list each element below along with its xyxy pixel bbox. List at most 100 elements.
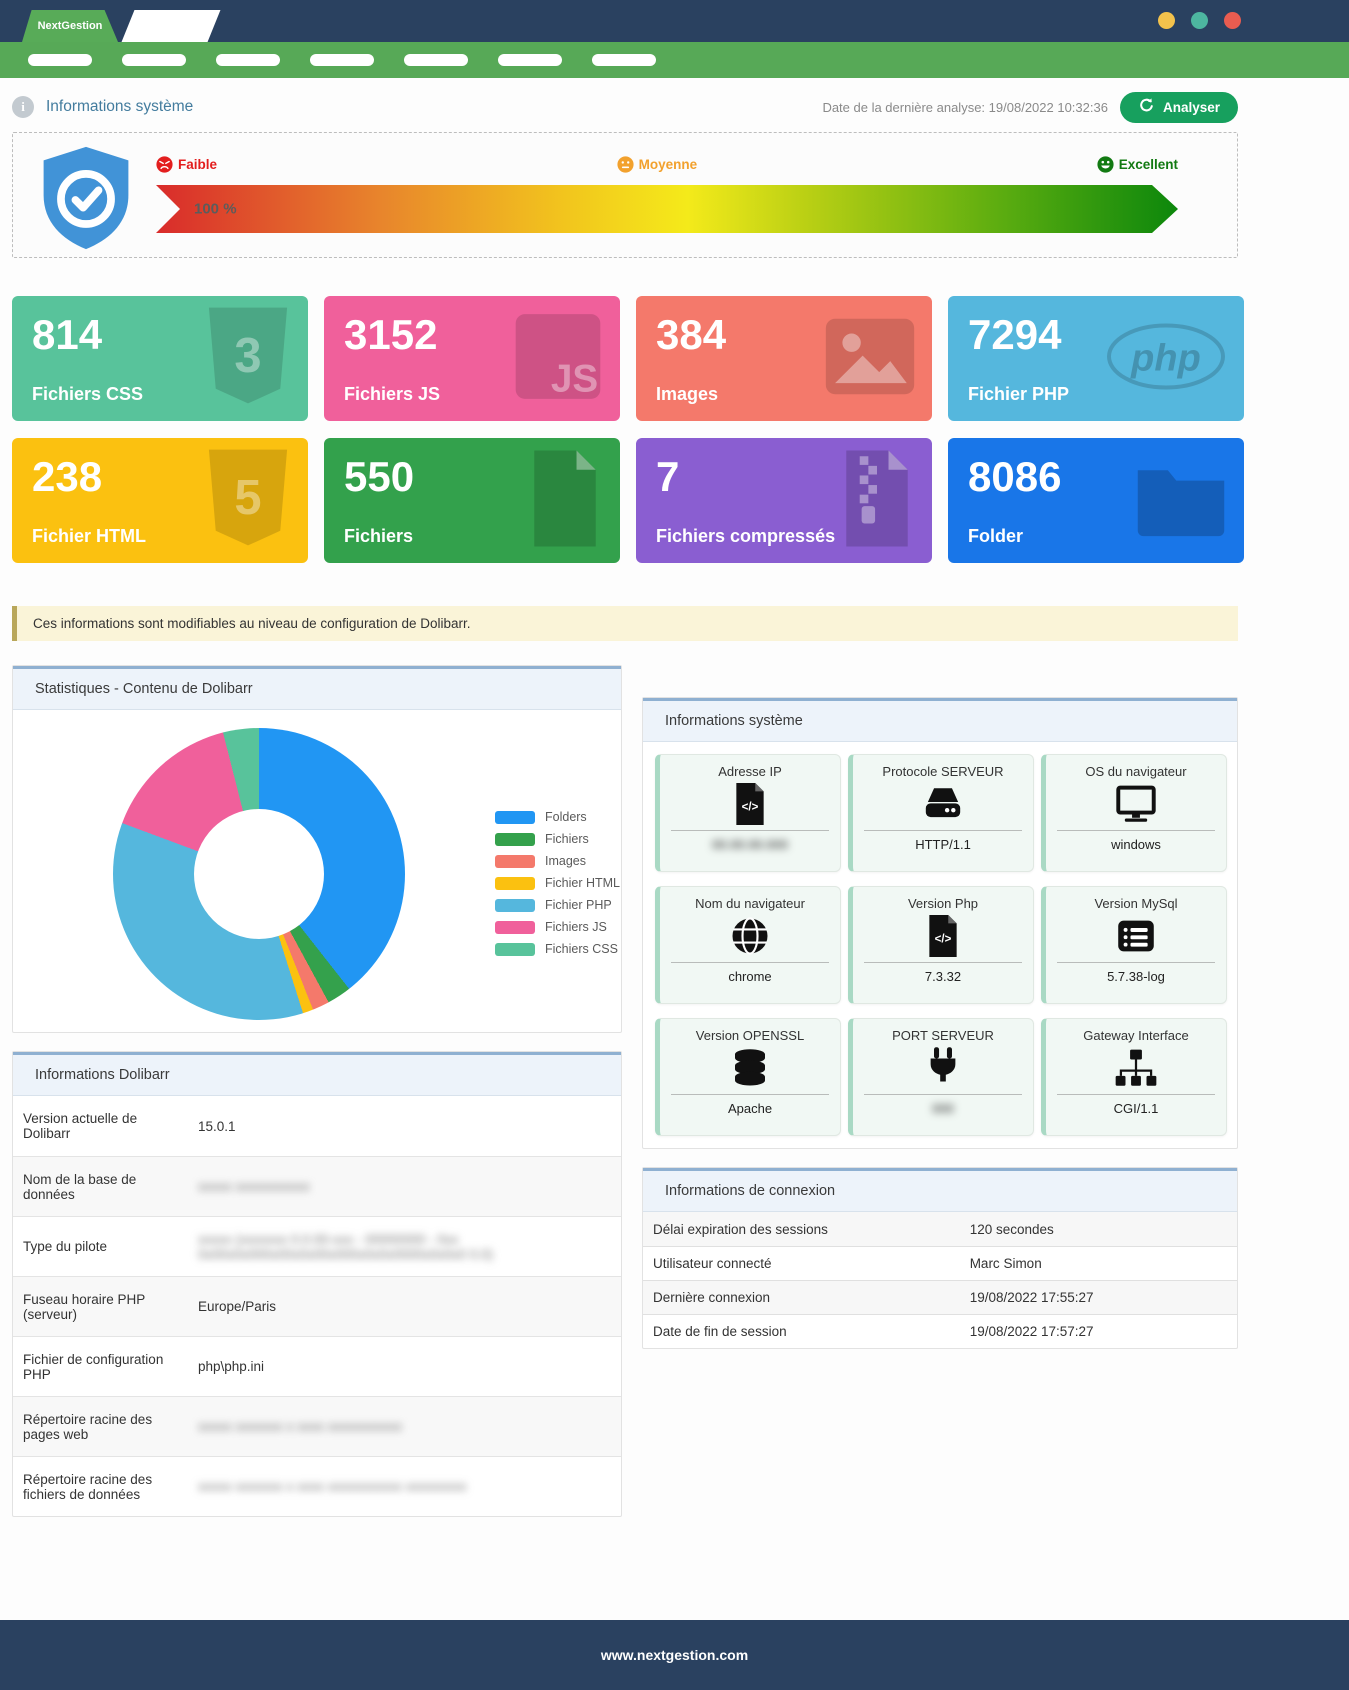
stat-label: Fichiers [344,526,414,546]
php-icon: php [1104,320,1228,397]
system-card-title: OS du navigateur [1085,764,1187,779]
folder-icon [1134,460,1228,541]
list-icon [1116,914,1156,958]
system-card-value: 00.00.00.000 [712,837,788,852]
secondary-tab[interactable] [121,10,221,42]
stats-panel-title: Statistiques - Contenu de Dolibarr [13,666,621,710]
donut-chart[interactable] [113,728,405,1020]
shield-check-icon [37,145,135,251]
row-value: xxxxx (xxxxxxx 0.0.00-xxx - 00000000 - 0… [198,1231,493,1262]
gauge-level-labels: Faible Moyenne Excellent [156,155,1178,173]
legend-label: Images [545,854,586,868]
row-label: Utilisateur connecté [653,1256,772,1271]
legend-label: Folders [545,810,587,824]
legend-label: Fichiers CSS [545,942,618,956]
legend-label: Fichiers [545,832,589,846]
system-card-value: HTTP/1.1 [915,837,971,852]
legend-item[interactable]: Fichier PHP [495,898,620,912]
stat-label: Images [656,384,719,404]
svg-text:JS: JS [551,357,598,400]
stat-value: 384 [656,311,727,358]
row-label: Version actuelle de Dolibarr [23,1111,138,1141]
brand-label: NextGestion [37,20,103,32]
svg-text:3: 3 [234,329,261,383]
stat-value: 814 [32,311,103,358]
nav-menu-item[interactable] [122,54,186,66]
window-control-dot[interactable] [1191,12,1208,29]
nav-menu-item[interactable] [216,54,280,66]
nav-menu-item[interactable] [498,54,562,66]
stat-card: 238 Fichier HTML 5 [12,438,308,563]
svg-text:</>: </> [742,801,759,813]
system-cards-grid: Adresse IP </> 00.00.00.000 Protocole SERVE… [643,742,1237,1148]
stat-value: 7 [656,453,680,500]
legend-item[interactable]: Fichiers [495,832,620,846]
stats-panel: Statistiques - Contenu de Dolibarr Folde… [12,665,622,1033]
system-card-title: Version MySql [1094,896,1178,911]
legend-swatch [495,832,535,846]
divider [670,962,830,963]
system-card-value: chrome [728,969,772,984]
footer-url[interactable]: www.nextgestion.com [600,1647,749,1663]
row-label: Nom de la base de données [23,1171,137,1202]
system-info-card: Version Php </> 7.3.32 [848,886,1034,1004]
legend-label: Fichier PHP [545,898,612,912]
legend-item[interactable]: Fichier HTML [495,876,620,890]
stat-card: 814 Fichiers CSS 3 [12,296,308,421]
system-card-value: windows [1111,837,1161,852]
legend-item[interactable]: Images [495,854,620,868]
system-info-card: PORT SERVEUR 000 [848,1018,1034,1136]
system-card-title: Adresse IP [718,764,782,779]
system-info-card: Version MySql 5.7.38-log [1041,886,1227,1004]
system-card-title: Gateway Interface [1083,1028,1189,1043]
stat-card: 7 Fichiers compressés [636,438,932,563]
window-control-dot[interactable] [1158,12,1175,29]
gauge-level-excellent: Excellent [1097,155,1178,173]
page-title: Informations système [46,98,194,115]
row-value: 15.0.1 [198,1118,236,1134]
donut-chart-area: Folders Fichiers Images Fichier HTML Fichier… [13,710,621,1032]
nav-menu-item[interactable] [404,54,468,66]
legend-swatch [495,810,535,824]
nav-menu-item[interactable] [592,54,656,66]
analyser-button[interactable]: Analyser [1119,91,1238,123]
divider [1056,830,1216,831]
system-info-card: OS du navigateur windows [1041,754,1227,872]
angry-face-icon [156,155,173,173]
nav-menu-item[interactable] [310,54,374,66]
row-value: xxxxx xxxxxxxxxxx [198,1179,310,1194]
system-card-value: CGI/1.1 [1113,1101,1159,1116]
window-controls [1158,12,1241,29]
window-control-dot[interactable] [1224,12,1241,29]
last-analysis-date: Date de la dernière analyse: 19/08/2022 … [822,99,1108,115]
stat-card: 7294 Fichier PHP php [948,296,1244,421]
footer: www.nextgestion.com [0,1620,1349,1690]
row-value: 19/08/2022 17:55:27 [969,1290,1094,1305]
sitemap-icon [1115,1046,1157,1090]
legend-item[interactable]: Fichiers CSS [495,942,620,956]
table-row: Fuseau horaire PHP (serveur) Europe/Paris [13,1276,621,1336]
dolibarr-panel: Informations Dolibarr Version actuelle d… [12,1051,622,1517]
row-label: Répertoire racine des fichiers de donnée… [23,1471,153,1502]
legend-item[interactable]: Fichiers JS [495,920,620,934]
stat-label: Fichiers compressés [656,526,836,546]
gauge-percent: 100 % [194,200,237,218]
stat-value: 550 [344,453,415,500]
table-row: Répertoire racine des pages web xxxxx xxx… [13,1396,621,1456]
brand-tab[interactable]: NextGestion [22,10,118,42]
stat-label: Fichiers JS [344,384,441,404]
content: i Informations système Date de la derniè… [12,90,1244,1517]
html5-icon: 5 [204,449,292,552]
system-info-card: Version OPENSSL Apache [655,1018,841,1136]
system-card-title: Nom du navigateur [695,896,805,911]
table-row: Type du pilote xxxxx (xxxxxxx 0.0.00-xxx … [13,1216,621,1276]
stat-value: 8086 [968,453,1062,500]
nav-menu-item[interactable] [28,54,92,66]
system-card-title: Protocole SERVEUR [882,764,1004,779]
js-icon: JS [512,310,604,407]
system-info-card: Protocole SERVEUR HTTP/1.1 [848,754,1034,872]
legend-item[interactable]: Folders [495,810,620,824]
gauge-level-moyenne: Moyenne [617,155,697,173]
row-label: Date de fin de session [653,1324,787,1339]
happy-face-icon [1097,155,1114,173]
